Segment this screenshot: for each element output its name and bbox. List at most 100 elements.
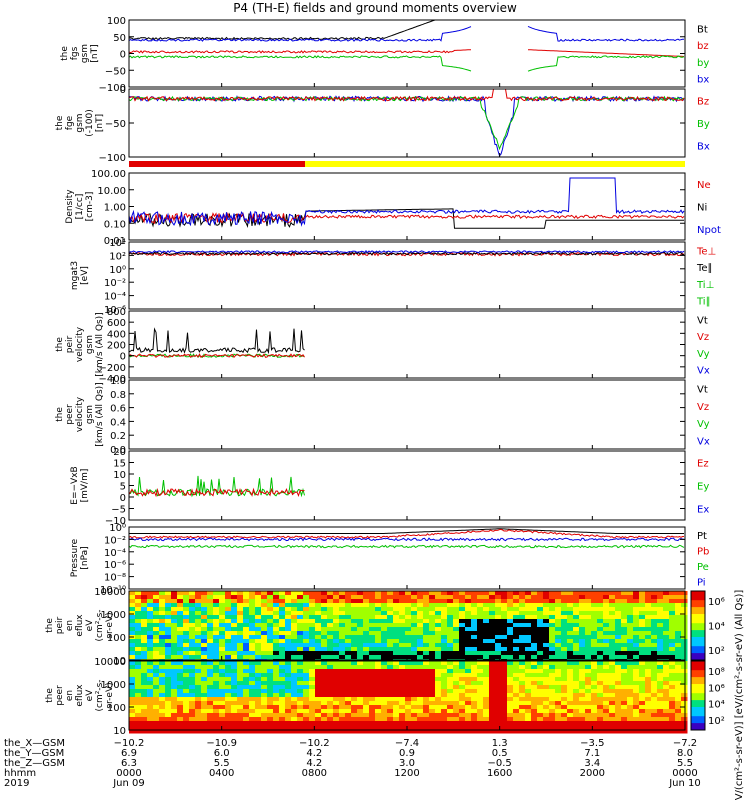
heatmap-cell-2 (663, 685, 670, 690)
heatmap-cell-1 (519, 647, 526, 652)
heatmap-cell-1 (519, 619, 526, 624)
heatmap-cell-1 (483, 627, 490, 632)
heatmap-cell-2 (663, 701, 670, 706)
heatmap-cell-2 (351, 721, 358, 726)
heatmap-cell-2 (393, 697, 400, 702)
y-axis-label: (-100) (85, 109, 95, 136)
heatmap-cell-1 (405, 635, 412, 640)
heatmap-cell-1 (621, 611, 628, 616)
heatmap-cell-1 (183, 611, 190, 616)
heatmap-cell-2 (351, 665, 358, 670)
heatmap-cell-1 (489, 623, 496, 628)
heatmap-cell-1 (405, 611, 412, 616)
heatmap-cell-1 (183, 635, 190, 640)
heatmap-cell-1 (471, 647, 478, 652)
heatmap-cell-1 (315, 635, 322, 640)
heatmap-cell-2 (675, 689, 682, 694)
heatmap-cell-2 (249, 705, 256, 710)
heatmap-cell-2 (441, 693, 448, 698)
heatmap-cell-1 (615, 631, 622, 636)
heatmap-cell-1 (657, 647, 664, 652)
colorbar-swatch (691, 665, 705, 669)
heatmap-cell-2 (303, 713, 310, 718)
heatmap-cell-2 (567, 665, 574, 670)
heatmap-cell-1 (381, 635, 388, 640)
heatmap-cell-1 (669, 619, 676, 624)
heatmap-cell-1 (525, 639, 532, 644)
heatmap-cell-1 (489, 647, 496, 652)
heatmap-cell-2 (387, 661, 394, 666)
heatmap-cell-2 (309, 689, 316, 694)
heatmap-cell-2 (549, 697, 556, 702)
heatmap-cell-2 (645, 661, 652, 666)
heatmap-cell-1 (261, 655, 268, 660)
heatmap-cell-1 (639, 607, 646, 612)
heatmap-cell-2 (591, 713, 598, 718)
heatmap-cell-2 (465, 693, 472, 698)
heatmap-cell-2 (219, 705, 226, 710)
heatmap-cell-1 (609, 623, 616, 628)
heatmap-cell-2 (141, 725, 148, 730)
heatmap-cell-2 (597, 705, 604, 710)
heatmap-cell-1 (603, 607, 610, 612)
heatmap-cell-2 (189, 725, 196, 730)
heatmap-cell-1 (285, 603, 292, 608)
heatmap-cell-2 (573, 661, 580, 666)
heatmap-cell-2 (495, 721, 502, 726)
heatmap-cell-1 (651, 591, 658, 596)
heatmap-cell-2 (381, 697, 388, 702)
heatmap-cell-1 (603, 627, 610, 632)
heatmap-cell-2 (159, 697, 166, 702)
heatmap-cell-2 (525, 661, 532, 666)
heatmap-cell-1 (261, 639, 268, 644)
heatmap-cell-1 (315, 623, 322, 628)
heatmap-cell-2 (507, 681, 514, 686)
heatmap-cell-1 (321, 595, 328, 600)
heatmap-cell-1 (399, 643, 406, 648)
heatmap-cell-2 (603, 697, 610, 702)
heatmap-cell-2 (303, 725, 310, 730)
heatmap-cell-2 (333, 721, 340, 726)
heatmap-cell-1 (507, 615, 514, 620)
heatmap-cell-2 (639, 665, 646, 670)
heatmap-cell-2 (447, 665, 454, 670)
heatmap-cell-2 (321, 721, 328, 726)
heatmap-cell-1 (633, 647, 640, 652)
heatmap-cell-1 (333, 599, 340, 604)
heatmap-cell-2 (387, 689, 394, 694)
heatmap-cell-1 (345, 647, 352, 652)
heatmap-cell-2 (447, 709, 454, 714)
heatmap-cell-2 (231, 713, 238, 718)
heatmap-cell-1 (459, 603, 466, 608)
heatmap-cell-1 (669, 635, 676, 640)
heatmap-cell-2 (675, 725, 682, 730)
heatmap-cell-1 (447, 603, 454, 608)
heatmap-cell-2 (141, 685, 148, 690)
heatmap-cell-1 (243, 655, 250, 660)
series-line-by-fge (128, 95, 685, 151)
heatmap-cell-1 (219, 635, 226, 640)
heatmap-cell-1 (387, 647, 394, 652)
heatmap-cell-1 (225, 655, 232, 660)
heatmap-cell-2 (465, 665, 472, 670)
heatmap-cell-2 (357, 685, 364, 690)
heatmap-cell-1 (327, 651, 334, 656)
heatmap-cell-2 (501, 689, 508, 694)
heatmap-cell-2 (255, 717, 262, 722)
heatmap-cell-2 (543, 697, 550, 702)
heatmap-cell-2 (333, 725, 340, 730)
heatmap-cell-2 (573, 689, 580, 694)
heatmap-cell-1 (393, 635, 400, 640)
heatmap-cell-1 (531, 643, 538, 648)
heatmap-cell-1 (141, 635, 148, 640)
heatmap-cell-2 (405, 689, 412, 694)
heatmap-cell-1 (627, 595, 634, 600)
heatmap-cell-1 (207, 647, 214, 652)
heatmap-cell-2 (237, 729, 244, 734)
heatmap-cell-2 (291, 685, 298, 690)
heatmap-cell-2 (663, 725, 670, 730)
heatmap-cell-1 (267, 631, 274, 636)
heatmap-cell-2 (651, 669, 658, 674)
heatmap-cell-2 (411, 697, 418, 702)
heatmap-cell-2 (513, 673, 520, 678)
